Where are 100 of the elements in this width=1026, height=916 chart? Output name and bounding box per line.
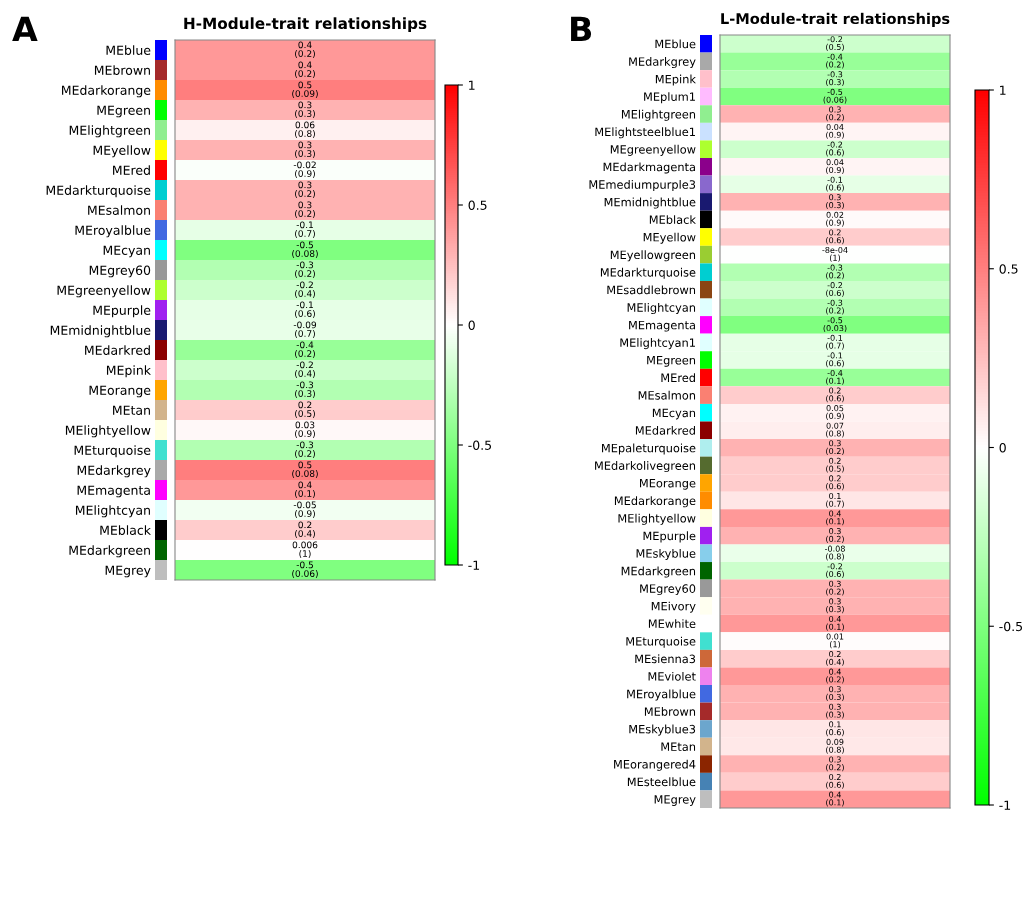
- data-label: 0.3 (0.2): [826, 440, 844, 456]
- y-tick-label: MEgreenyellow: [610, 144, 696, 156]
- data-label: -0.2 (0.4): [295, 361, 315, 379]
- data-label: 0.4 (0.2): [295, 41, 315, 59]
- data-label: -0.05 (0.9): [293, 501, 316, 519]
- y-tick-label: MElightyellow: [618, 513, 696, 525]
- data-label: 0.07 (0.8): [826, 422, 844, 438]
- y-tick-label: MEgreen: [97, 105, 150, 118]
- y-tick-label: MEblack: [100, 525, 151, 535]
- chart-title: L-Module-trait relationships: [721, 12, 950, 27]
- data-label: -0.2 (0.6): [826, 563, 844, 579]
- data-label: -0.3 (0.3): [826, 71, 844, 87]
- y-tick-label: MEgreenyellow: [57, 285, 151, 298]
- y-tick-label: MEdarkgreen: [69, 545, 150, 558]
- y-tick-label: MEblue: [106, 45, 151, 55]
- data-label: -0.5 (0.06): [823, 88, 847, 104]
- data-label: 0.3 (0.3): [295, 101, 315, 119]
- data-label: 0.01 (1): [826, 633, 844, 649]
- y-tick-label: MEdarkgreen: [621, 566, 696, 578]
- data-label: -0.1 (0.7): [826, 334, 844, 350]
- data-label: 0.2 (0.5): [295, 401, 315, 419]
- data-label: 0.3 (0.2): [295, 201, 315, 219]
- data-label: 0.3 (0.2): [826, 528, 844, 543]
- data-label: 0.2 (0.4): [295, 521, 315, 539]
- y-tick-label: MEgrey: [654, 795, 696, 806]
- y-tick-label: MEgrey: [105, 565, 151, 578]
- y-tick-label: MEdarkturquoise: [600, 267, 696, 279]
- data-label: -0.02 (0.9): [293, 161, 316, 179]
- y-tick-label: MEplum1: [644, 92, 695, 104]
- color-bar-label: -0.5: [999, 621, 1023, 632]
- y-tick-label: MElightcyan: [75, 505, 150, 518]
- data-label: 0.2 (0.5): [826, 457, 844, 473]
- y-tick-label: MElightcyan: [627, 302, 696, 314]
- color-bar-label: 0: [468, 320, 475, 330]
- data-label: -0.5 (0.08): [292, 241, 318, 259]
- data-label: 0.2 (0.6): [826, 387, 844, 403]
- y-tick-label: MEsalmon: [638, 390, 696, 400]
- data-label: -0.2 (0.4): [295, 281, 315, 299]
- data-label: 0.2 (0.4): [826, 651, 844, 666]
- y-tick-label: MEsteelblue: [627, 777, 696, 787]
- data-label: 0.5 (0.09): [292, 81, 318, 99]
- y-tick-label: MElightgreen: [621, 109, 696, 121]
- y-tick-label: MEbrown: [644, 707, 696, 716]
- color-bar-label: 0.5: [468, 200, 487, 210]
- y-tick-label: MEdarkgrey: [629, 57, 696, 69]
- y-tick-label: MEivory: [651, 601, 696, 613]
- y-tick-label: MEbrown: [94, 65, 150, 75]
- data-label: 0.06 (0.8): [295, 121, 315, 139]
- data-label: 0.1 (0.7): [826, 492, 844, 508]
- data-label: 0.3 (0.2): [295, 181, 315, 199]
- data-label: 0.2 (0.6): [826, 475, 844, 491]
- y-tick-label: MEmidnightblue: [604, 197, 696, 209]
- text: A: [12, 16, 38, 42]
- y-tick-label: MElightcyan1: [620, 338, 695, 350]
- data-label: -0.5 (0.06): [292, 561, 318, 579]
- y-tick-label: MEpurple: [93, 305, 151, 318]
- y-tick-label: MEturquoise: [74, 445, 151, 458]
- y-tick-label: MEpink: [106, 365, 151, 378]
- data-label: 0.3 (0.3): [826, 598, 844, 614]
- y-tick-label: MEyellow: [643, 232, 696, 244]
- data-label: -0.08 (0.8): [824, 545, 845, 561]
- data-label: -0.3 (0.2): [295, 441, 315, 459]
- y-tick-label: MEwhite: [648, 619, 696, 629]
- data-label: -0.1 (0.6): [826, 176, 844, 192]
- y-tick-label: MEdarkorange: [62, 85, 151, 98]
- data-label: 0.3 (0.3): [826, 703, 844, 719]
- y-tick-label: MEtan: [113, 405, 150, 415]
- y-tick-label: MEroyalblue: [627, 689, 696, 701]
- y-tick-label: MEskyblue3: [629, 724, 696, 736]
- data-label: -0.2 (0.6): [826, 141, 844, 157]
- y-tick-label: MEdarkturquoise: [46, 185, 151, 198]
- y-tick-label: MEblack: [649, 215, 696, 224]
- y-tick-label: MEorangered4: [614, 759, 696, 771]
- data-label: 0.02 (0.9): [826, 211, 844, 227]
- data-label: 0.09 (0.8): [826, 738, 844, 754]
- y-tick-label: MEpaleturquoise: [602, 443, 696, 455]
- data-label: -0.3 (0.2): [826, 299, 844, 315]
- y-tick-label: MEgrey60: [640, 584, 696, 596]
- y-tick-label: MEred: [113, 165, 150, 175]
- data-label: -0.2 (0.5): [826, 36, 844, 51]
- y-tick-label: MEsaddlebrown: [607, 285, 696, 295]
- y-tick-label: MEcyan: [103, 245, 150, 258]
- chart-title: H-Module-trait relationships: [184, 17, 427, 33]
- data-label: -0.4 (0.2): [826, 53, 844, 69]
- data-label: -0.4 (0.1): [826, 369, 844, 385]
- y-tick-label: MEdarkgrey: [77, 465, 151, 478]
- data-label: -0.4 (0.2): [295, 341, 315, 359]
- y-tick-label: MEdarkorange: [614, 496, 696, 508]
- y-tick-label: MEgreen: [647, 356, 696, 367]
- y-tick-label: MElightsteelblue1: [595, 127, 695, 139]
- y-tick-label: MEorange: [640, 479, 696, 490]
- data-label: 0.3 (0.3): [826, 686, 844, 701]
- y-tick-label: MEpurple: [643, 531, 696, 543]
- data-label: -0.1 (0.6): [826, 352, 844, 368]
- data-label: 0.2 (0.6): [826, 773, 844, 789]
- data-label: -0.3 (0.2): [826, 264, 844, 280]
- y-tick-label: MEorange: [89, 385, 151, 398]
- y-tick-label: MEdarkmagenta: [603, 162, 695, 174]
- y-tick-label: MElightgreen: [69, 125, 150, 138]
- data-label: 0.4 (0.1): [295, 481, 315, 499]
